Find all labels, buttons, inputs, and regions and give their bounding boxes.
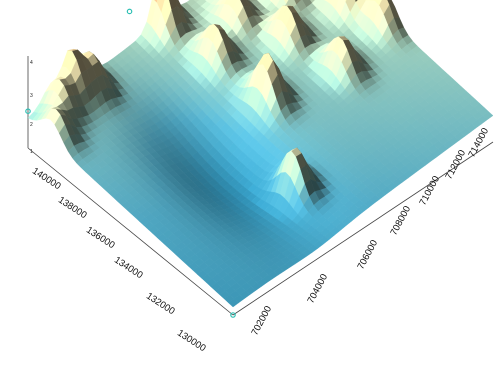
x-axis-line [232,141,494,316]
y-tick-label: 134000 [112,255,145,281]
z-tick-label: 2 [30,122,33,128]
y-tick-label: 138000 [56,195,89,221]
x-tick-label: 712000 [443,148,468,181]
z-tick-label: 4 [30,60,33,66]
terrain-surface [27,0,494,308]
surface-cell [344,0,347,3]
z-axis-ticks: 1 2 3 4 [30,60,33,155]
y-tick-label: 130000 [175,328,208,354]
surface-cell [193,0,200,3]
x-tick-label: 706000 [355,238,380,271]
x-tick-label: 702000 [249,304,274,337]
z-tick-label: 1 [30,149,33,155]
corner-marker [126,8,133,15]
surface-cell [228,298,240,308]
surface-markers [25,8,236,318]
y-tick-label: 132000 [144,291,177,317]
y-axis-line [27,147,234,316]
x-tick-label: 704000 [305,272,330,305]
surface-cell [204,0,209,2]
x-tick-label: 710000 [417,174,442,207]
corner-marker [230,312,236,318]
surface-cell [283,0,289,5]
corner-marker [25,108,31,115]
axis-frame [27,56,494,316]
z-tick-label: 3 [30,93,33,99]
surface-cell [309,0,316,4]
y-tick-label: 136000 [84,225,117,251]
y-tick-label: 140000 [30,166,63,192]
